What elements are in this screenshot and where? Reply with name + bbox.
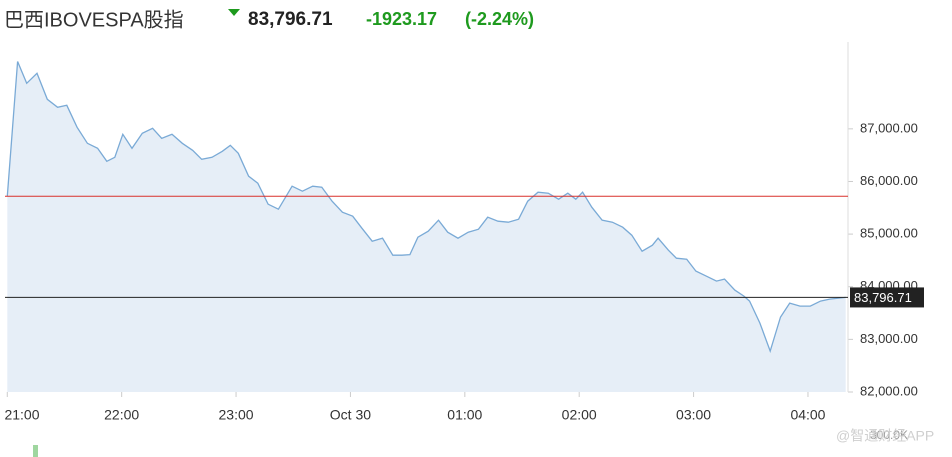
x-tick-label: 04:00	[790, 407, 825, 423]
y-tick-label: 82,000.00	[860, 383, 918, 398]
change: -1923.17	[366, 9, 437, 29]
chart-title: 巴西IBOVESPA股指	[4, 8, 184, 31]
down-arrow-icon	[228, 9, 240, 16]
change-percent: (-2.24%)	[465, 9, 534, 29]
volume-tick-label: 300.0K	[870, 428, 908, 442]
x-tick-label: Oct 30	[330, 407, 371, 423]
volume-bar	[33, 445, 38, 457]
y-tick-label: 87,000.00	[860, 120, 918, 135]
x-tick-label: 01:00	[447, 407, 482, 423]
line	[6, 61, 846, 354]
x-tick-label: 03:00	[676, 407, 711, 423]
price: 83,796.71	[248, 9, 333, 30]
y-tick-label: 85,000.00	[860, 226, 918, 241]
x-tick-label: 21:00	[4, 407, 39, 423]
x-tick-label: 23:00	[219, 407, 254, 423]
x-tick-label: 22:00	[104, 407, 139, 423]
x-tick-label: 02:00	[562, 407, 597, 423]
reference-label: 83,796.71	[854, 290, 912, 305]
y-tick-label: 83,000.00	[860, 331, 918, 346]
watermark: @智通财经APP	[836, 428, 934, 444]
reference-label-box	[850, 287, 924, 308]
y-tick-label: 86,000.00	[860, 173, 918, 188]
area	[7, 61, 846, 392]
